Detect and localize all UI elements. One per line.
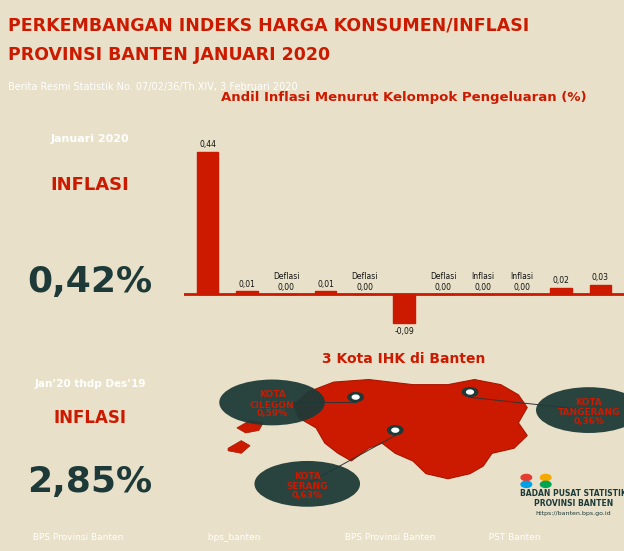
Text: 0,01: 0,01: [238, 279, 255, 289]
Ellipse shape: [255, 461, 360, 507]
Text: 0,59%: 0,59%: [256, 409, 288, 418]
Text: Inflasi
0,00: Inflasi 0,00: [471, 272, 494, 291]
Polygon shape: [228, 441, 250, 453]
Text: https://banten.bps.go.id: https://banten.bps.go.id: [535, 511, 612, 516]
Text: PROVINSI BANTEN JANUARI 2020: PROVINSI BANTEN JANUARI 2020: [8, 46, 330, 64]
Circle shape: [521, 474, 532, 480]
Text: 0,44: 0,44: [199, 141, 216, 149]
Text: -0,09: -0,09: [394, 327, 414, 336]
Text: BPS Provinsi Banten: BPS Provinsi Banten: [339, 533, 435, 542]
Text: INFLASI: INFLASI: [54, 409, 127, 427]
Text: 0,01: 0,01: [317, 279, 334, 289]
Ellipse shape: [536, 387, 624, 433]
Polygon shape: [348, 397, 363, 402]
Bar: [550, 288, 572, 294]
Text: KOTA
CILEGON: KOTA CILEGON: [250, 390, 295, 409]
Circle shape: [540, 474, 551, 480]
Polygon shape: [462, 392, 478, 397]
Circle shape: [467, 390, 474, 394]
Circle shape: [388, 426, 403, 435]
Text: 0,03: 0,03: [592, 273, 609, 282]
Text: 0,42%: 0,42%: [27, 266, 153, 299]
Text: PST Banten: PST Banten: [483, 533, 540, 542]
Text: 3 Kota IHK di Banten: 3 Kota IHK di Banten: [323, 352, 485, 366]
Circle shape: [549, 0, 624, 75]
Text: 0,63%: 0,63%: [292, 491, 323, 500]
Text: Inflasi
0,00: Inflasi 0,00: [510, 272, 534, 291]
Text: 0,36%: 0,36%: [573, 417, 604, 426]
Text: Deflasi
0,00: Deflasi 0,00: [273, 272, 300, 291]
Circle shape: [348, 393, 363, 402]
Circle shape: [392, 428, 399, 432]
Text: bps_banten: bps_banten: [202, 533, 260, 542]
Polygon shape: [388, 430, 403, 435]
Circle shape: [353, 395, 359, 399]
Text: KOTA
SERANG: KOTA SERANG: [286, 472, 328, 491]
Polygon shape: [294, 380, 527, 479]
Text: KOTA
TANGERANG: KOTA TANGERANG: [558, 398, 620, 417]
Ellipse shape: [219, 380, 325, 425]
Text: Januari 2020: Januari 2020: [51, 134, 130, 144]
Text: Deflasi
0,00: Deflasi 0,00: [351, 272, 378, 291]
Text: Andil Inflasi Menurut Kelompok Pengeluaran (%): Andil Inflasi Menurut Kelompok Pengeluar…: [222, 91, 587, 104]
Circle shape: [462, 387, 478, 397]
Text: 2,85%: 2,85%: [27, 465, 153, 499]
Bar: [393, 294, 415, 323]
Bar: [314, 291, 336, 294]
Bar: [197, 152, 218, 294]
Text: BADAN PUSAT STATISTIK
PROVINSI BANTEN: BADAN PUSAT STATISTIK PROVINSI BANTEN: [520, 489, 624, 509]
Text: BPS Provinsi Banten: BPS Provinsi Banten: [27, 533, 123, 542]
Bar: [236, 291, 258, 294]
Polygon shape: [237, 420, 263, 433]
Bar: [590, 285, 612, 294]
Text: PERKEMBANGAN INDEKS HARGA KONSUMEN/INFLASI: PERKEMBANGAN INDEKS HARGA KONSUMEN/INFLA…: [8, 16, 529, 34]
Text: INFLASI: INFLASI: [51, 176, 130, 195]
Circle shape: [521, 482, 532, 488]
Text: 0,02: 0,02: [553, 276, 570, 285]
Text: Berita Resmi Statistik No. 07/02/36/Th.XIV, 3 Februari 2020: Berita Resmi Statistik No. 07/02/36/Th.X…: [8, 82, 298, 92]
Circle shape: [540, 482, 551, 488]
Text: Deflasi
0,00: Deflasi 0,00: [430, 272, 457, 291]
Text: Jan’20 thdp Des’19: Jan’20 thdp Des’19: [34, 379, 146, 388]
